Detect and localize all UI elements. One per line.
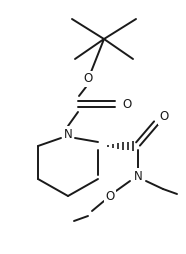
Text: O: O xyxy=(122,98,132,110)
Text: N: N xyxy=(64,128,72,140)
Text: O: O xyxy=(159,110,169,123)
Text: N: N xyxy=(134,169,142,183)
Text: O: O xyxy=(83,72,93,86)
Text: O: O xyxy=(105,189,115,202)
